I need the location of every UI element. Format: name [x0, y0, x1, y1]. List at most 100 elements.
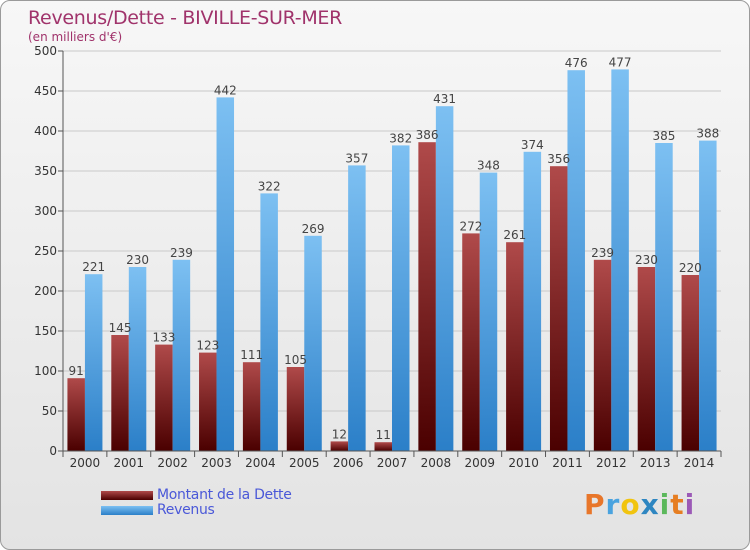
x-tick-label: 2012: [596, 456, 627, 470]
data-label: 230: [635, 253, 658, 267]
bar-revenue: [216, 97, 235, 452]
legend-label-revenue: Revenus: [157, 502, 215, 518]
data-label: 111: [240, 348, 263, 362]
data-label: 221: [82, 260, 105, 274]
data-label: 239: [170, 246, 193, 260]
y-tick-label: 150: [34, 324, 57, 338]
y-tick-label: 300: [34, 204, 57, 218]
bar-revenue: [479, 172, 498, 451]
data-label: 476: [565, 56, 588, 70]
bar-revenue: [655, 143, 673, 451]
logo-letter: t: [670, 488, 685, 521]
x-tick-label: 2000: [70, 456, 101, 470]
y-tick-label: 100: [34, 364, 57, 378]
x-tick-label: 2010: [508, 456, 539, 470]
y-tick-label: 50: [42, 404, 57, 418]
bar-revenue: [128, 267, 147, 451]
data-label: 382: [389, 131, 412, 145]
data-label: 385: [652, 129, 675, 143]
legend-swatch-revenue: [101, 506, 153, 515]
bar-revenue: [435, 106, 454, 451]
y-tick-label: 200: [34, 284, 57, 298]
data-label: 105: [284, 353, 307, 367]
data-label: 230: [126, 253, 149, 267]
y-tick-label: 500: [34, 44, 57, 58]
bar-debt: [593, 259, 612, 451]
logo-letter: x: [640, 488, 660, 521]
logo-letter: r: [605, 488, 621, 521]
x-tick-label: 2009: [464, 456, 495, 470]
data-label: 220: [679, 261, 702, 275]
data-label: 12: [332, 427, 347, 441]
x-tick-label: 2008: [421, 456, 452, 470]
x-tick-label: 2013: [640, 456, 671, 470]
data-label: 442: [214, 83, 237, 97]
data-label: 374: [521, 138, 544, 152]
bar-debt: [286, 367, 305, 451]
x-tick-label: 2007: [377, 456, 408, 470]
data-label: 386: [416, 128, 439, 142]
data-label: 261: [503, 228, 526, 242]
x-tick-label: 2003: [201, 456, 232, 470]
bar-revenue: [172, 259, 191, 451]
logo-letter: P: [584, 488, 606, 521]
bar-debt: [330, 441, 349, 451]
data-label: 388: [696, 127, 719, 141]
data-label: 133: [152, 331, 175, 345]
bar-debt: [418, 142, 436, 451]
bar-debt: [681, 275, 700, 451]
bar-revenue: [260, 193, 278, 451]
x-tick-label: 2006: [333, 456, 364, 470]
x-tick-label: 2002: [157, 456, 188, 470]
data-label: 356: [547, 152, 570, 166]
bar-debt: [549, 166, 568, 451]
data-label: 239: [591, 246, 614, 260]
data-label: 348: [477, 159, 500, 173]
data-label: 322: [258, 179, 281, 193]
bar-debt: [637, 267, 656, 451]
data-label: 145: [109, 321, 132, 335]
bar-debt: [242, 362, 261, 451]
x-tick-label: 2005: [289, 456, 320, 470]
bar-revenue: [304, 235, 322, 451]
data-label: 11: [376, 428, 391, 442]
data-label: 91: [69, 364, 84, 378]
bar-debt: [374, 442, 392, 451]
legend-label-debt: Montant de la Dette: [157, 487, 292, 503]
x-tick-label: 2004: [245, 456, 276, 470]
bar-debt: [155, 344, 173, 451]
legend-swatch-debt: [101, 491, 153, 500]
bar-revenue: [567, 70, 585, 451]
bar-debt: [199, 352, 217, 451]
bar-revenue: [523, 151, 542, 452]
data-label: 272: [460, 219, 483, 233]
bar-revenue: [392, 145, 410, 451]
logo-letter: o: [620, 488, 641, 521]
x-tick-label: 2011: [552, 456, 583, 470]
data-label: 431: [433, 92, 456, 106]
bar-debt: [506, 242, 524, 451]
bar-revenue: [611, 69, 629, 452]
y-tick-label: 400: [34, 124, 57, 138]
logo-letter: i: [659, 488, 671, 521]
y-tick-label: 450: [34, 84, 57, 98]
y-tick-label: 350: [34, 164, 57, 178]
y-tick-label: 250: [34, 244, 57, 258]
proxiti-logo: Proxiti: [584, 488, 695, 521]
logo-letter: i: [684, 488, 696, 521]
chart-subtitle: (en milliers d'€): [28, 30, 123, 44]
x-tick-label: 2014: [684, 456, 715, 470]
bar-revenue: [348, 165, 366, 451]
bar-revenue: [699, 140, 717, 451]
bar-revenue: [84, 274, 103, 451]
data-label: 477: [609, 55, 632, 69]
data-label: 123: [196, 339, 219, 353]
bar-debt: [462, 233, 480, 451]
bar-debt: [111, 335, 129, 451]
y-tick-label: 0: [49, 444, 57, 458]
x-tick-label: 2001: [114, 456, 145, 470]
bar-debt: [67, 378, 85, 451]
data-label: 269: [302, 222, 325, 236]
